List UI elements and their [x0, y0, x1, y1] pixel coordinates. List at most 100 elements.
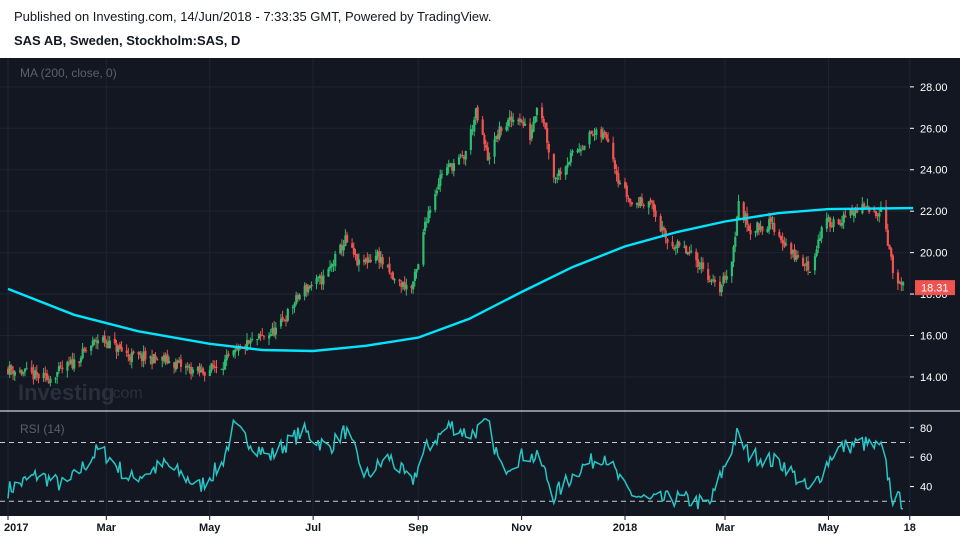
candle-body — [695, 251, 698, 261]
candle-body — [390, 272, 393, 274]
time-tick-label: Mar — [715, 522, 735, 534]
candle-body — [496, 134, 500, 140]
candle-body — [168, 361, 171, 363]
candle-body — [30, 367, 33, 373]
candle-body — [237, 347, 240, 351]
candle-body — [186, 365, 189, 368]
candle-body — [625, 185, 628, 198]
candle-body — [284, 319, 288, 322]
time-tick-label: May — [818, 522, 840, 534]
candle-body — [115, 343, 118, 352]
candle-body — [13, 371, 16, 376]
candle-body — [108, 340, 111, 349]
candle-body — [613, 160, 617, 170]
candle-body — [61, 367, 64, 370]
candle-body — [368, 260, 371, 262]
candle-body — [817, 239, 820, 249]
candle-body — [557, 169, 561, 177]
candle-body — [73, 359, 76, 369]
candle-body — [796, 254, 800, 258]
candle-body — [720, 285, 723, 293]
candle-body — [652, 203, 656, 212]
candle-body — [630, 202, 633, 205]
candle-body — [351, 243, 354, 248]
candle-body — [198, 365, 201, 373]
candle-body — [56, 372, 59, 377]
candle-body — [790, 243, 793, 255]
candle-body — [191, 369, 194, 374]
candle-body — [434, 194, 437, 210]
candle-body — [544, 122, 547, 129]
candle-body — [54, 378, 57, 380]
candle-body — [388, 263, 391, 273]
candle-body — [576, 150, 579, 153]
candle-body — [629, 198, 632, 203]
candle-body — [452, 163, 456, 172]
candle-body — [386, 265, 389, 267]
candle-body — [534, 116, 537, 123]
published-caption: Published on Investing.com, 14/Jun/2018 … — [14, 9, 492, 24]
candle-body — [37, 373, 40, 379]
candle-body — [12, 370, 15, 375]
candle-body — [900, 282, 903, 285]
candle-body — [839, 223, 842, 226]
candle-body — [68, 362, 71, 364]
candle-body — [808, 272, 811, 274]
candle-body — [125, 350, 128, 354]
candle-body — [366, 257, 369, 264]
candle-body — [440, 173, 444, 175]
candle-body — [566, 164, 569, 168]
candle-body — [639, 196, 642, 207]
candle-body — [178, 361, 181, 363]
candle-body — [83, 348, 86, 351]
time-tick-label: 2018 — [613, 522, 637, 534]
candle-body — [666, 239, 669, 243]
candle-body — [318, 275, 322, 279]
candle-body — [457, 157, 461, 165]
candle-body — [588, 132, 591, 145]
candle-body — [791, 250, 795, 254]
candle-body — [510, 116, 513, 122]
candle-body — [403, 282, 406, 289]
candle-body — [837, 219, 840, 225]
candle-body — [439, 174, 442, 186]
candle-body — [93, 339, 96, 342]
candle-body — [127, 354, 130, 357]
candle-body — [493, 139, 496, 157]
candle-body — [518, 118, 522, 123]
candle-body — [707, 268, 710, 281]
candle-body — [590, 131, 593, 134]
candle-body — [783, 242, 786, 247]
candle-body — [354, 253, 357, 255]
candle-body — [564, 166, 567, 176]
candle-body — [742, 202, 745, 221]
candle-body — [212, 365, 215, 368]
candle-body — [617, 173, 620, 184]
rsi-tick-label: 60 — [920, 452, 932, 464]
candle-body — [132, 351, 135, 354]
candle-body — [761, 226, 764, 232]
candle-body — [737, 200, 740, 219]
candle-body — [378, 251, 381, 263]
candle-body — [449, 163, 452, 166]
candle-body — [342, 244, 345, 251]
candle-body — [722, 276, 725, 284]
candle-body — [896, 272, 900, 284]
candle-body — [164, 355, 167, 363]
candle-body — [340, 245, 344, 251]
candle-body — [401, 282, 405, 287]
candle-body — [7, 368, 10, 375]
candle-body — [464, 150, 467, 160]
candle-body — [273, 327, 276, 336]
candle-body — [523, 123, 527, 126]
candle-body — [352, 247, 355, 255]
candle-body — [779, 235, 783, 241]
price-chart[interactable]: Investing .com MA (200, close, 0) 14.00 1… — [0, 58, 960, 540]
candle-body — [161, 356, 164, 361]
candle-body — [546, 128, 549, 143]
candle-body — [685, 246, 688, 254]
candle-body — [827, 217, 830, 221]
candle-body — [57, 366, 61, 372]
candle-body — [674, 246, 678, 249]
